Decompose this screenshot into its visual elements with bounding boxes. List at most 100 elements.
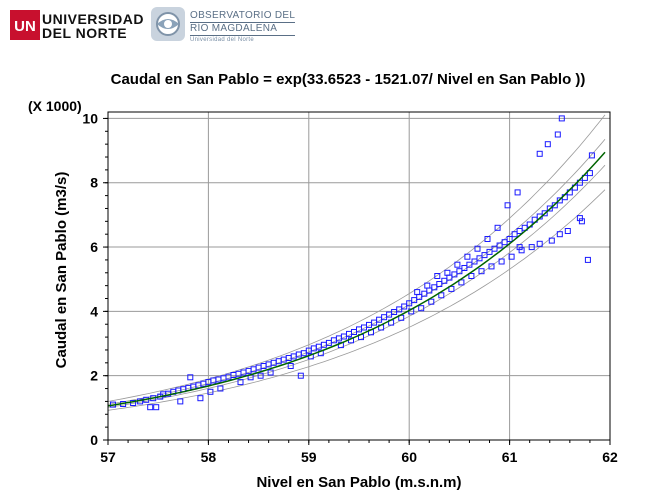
university-name-line1: UNIVERSIDAD [42,11,144,27]
data-point [474,245,481,252]
data-point [546,205,553,212]
data-point [147,404,154,411]
data-point [586,170,593,177]
data-point [488,263,495,270]
plot-frame [107,111,611,441]
data-point [504,202,511,209]
data-point [441,277,448,284]
data-point [536,240,543,247]
data-point [454,261,461,268]
data-point [468,273,475,279]
chart-title: Caudal en San Pablo = exp(33.6523 - 1521… [111,71,586,88]
data-point [544,141,551,148]
axis-ticks: 57 58 59 60 61 62 0 2 4 6 8 10 [82,110,618,465]
band-inner-upper [107,139,606,405]
data-point [548,237,555,244]
data-point [486,248,493,255]
y-tick-label: 8 [90,175,98,191]
data-point [438,292,445,299]
y-axis-label: Caudal en San Pablo (m3/s) [53,172,70,369]
x-tick-label: 61 [502,449,518,465]
data-point [564,228,571,234]
data-point [130,400,137,406]
data-point [197,395,204,402]
observatorio-rio-magdalena-logo: OBSERVATORIO DEL RÍO MAGDALENA Universid… [150,6,296,47]
observatory-emblem-icon [151,7,185,41]
data-point [516,244,523,251]
data-point [536,150,543,157]
data-point [406,300,413,307]
observatory-name-line3: Universidad del Norte [190,37,254,43]
data-point [446,274,453,281]
data-point [556,231,563,238]
data-point [584,256,591,263]
data-point [456,268,463,275]
y-tick-label: 2 [90,368,98,384]
data-point [153,404,160,411]
data-point [508,253,515,260]
data-point [491,245,498,252]
data-point [436,281,443,287]
data-point [434,273,441,279]
university-name-line2: DEL NORTE [42,25,128,41]
data-point [541,210,548,217]
data-point [444,269,451,276]
data-point [287,363,294,369]
data-point [207,388,214,395]
data-point [501,239,508,246]
data-point [521,224,528,231]
data-point [481,252,488,259]
y-tick-label: 4 [90,303,98,319]
x-tick-label: 58 [201,449,217,465]
data-point [458,279,465,286]
data-point [496,242,503,249]
data-point [484,236,491,242]
data-point [428,298,435,305]
x-tick-label: 59 [301,449,317,465]
data-point [478,268,485,275]
data-point [516,228,523,234]
observatory-name-line2: RÍO MAGDALENA [190,22,296,36]
y-axis-multiplier: (X 1000) [28,98,82,114]
data-point [498,258,505,265]
data-point [471,258,478,265]
fit-line [107,151,606,407]
data-point [237,379,244,386]
x-tick-label: 60 [401,449,417,465]
data-point [588,152,595,159]
un-logo-mark: UN [14,18,36,35]
band-outer-upper [107,114,606,402]
data-point [528,244,535,251]
data-point [558,115,565,122]
grid [108,112,610,440]
y-tick-label: 0 [90,432,98,448]
data-point [177,398,184,405]
data-point [461,265,468,271]
y-tick-label: 6 [90,239,98,255]
data-point [421,290,428,297]
data-point [414,289,421,296]
data-point [451,271,458,278]
fit-curve [107,151,606,407]
data-point [431,284,438,291]
data-point [511,231,518,238]
data-point [426,287,433,294]
data-point [257,372,264,379]
data-point [556,197,563,204]
data-point [267,369,274,376]
observatory-name-line1: OBSERVATORIO DEL [190,10,296,21]
y-tick-label: 10 [82,110,98,126]
un-logo-icon: UN [10,10,40,40]
band-inner-lower [107,164,606,408]
data-point [506,236,513,242]
x-tick-label: 62 [602,449,618,465]
header-logos: UN UNIVERSIDAD DEL NORTE OBSERVATORIO DE… [10,6,310,50]
data-point [576,215,583,222]
data-point [297,372,304,379]
data-point [416,293,423,300]
prediction-bands [107,114,606,411]
x-axis-label: Nivel en San Pablo (m.s.n.m) [256,474,461,491]
data-point [418,305,425,312]
data-point [514,189,521,196]
